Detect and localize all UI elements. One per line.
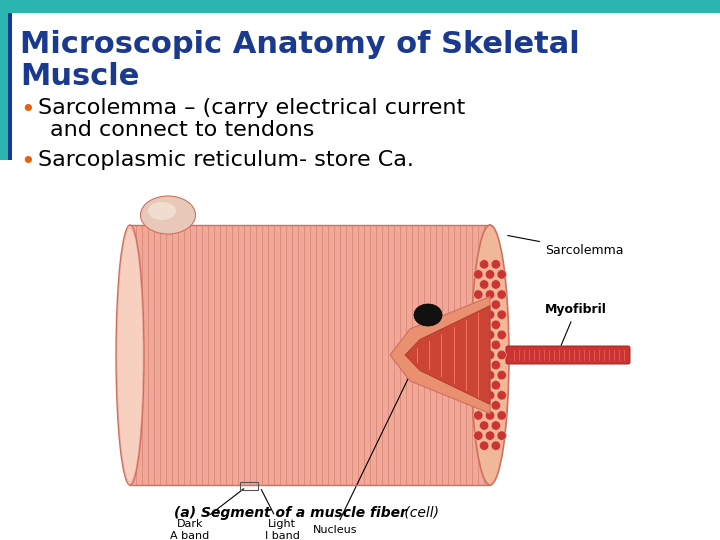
Text: Sarcolemma – (carry electrical current: Sarcolemma – (carry electrical current [38, 98, 465, 118]
Circle shape [485, 330, 495, 340]
Bar [0, 0, 8, 160]
Polygon shape [390, 296, 490, 414]
Text: Microscopic Anatomy of Skeletal: Microscopic Anatomy of Skeletal [20, 30, 580, 59]
Text: •: • [20, 98, 35, 122]
Text: Sarcolemma: Sarcolemma [508, 235, 624, 256]
Ellipse shape [116, 225, 144, 485]
Text: •: • [20, 150, 35, 174]
Circle shape [491, 300, 500, 309]
Circle shape [497, 350, 506, 360]
Circle shape [474, 370, 483, 380]
Bar [0, 0, 720, 13]
Ellipse shape [148, 202, 176, 220]
Circle shape [474, 431, 483, 440]
Bar [8, 13, 12, 160]
Circle shape [485, 370, 495, 380]
Circle shape [485, 431, 495, 440]
Circle shape [480, 441, 489, 450]
Text: Sarcoplasmic reticulum- store Ca.: Sarcoplasmic reticulum- store Ca. [38, 150, 414, 170]
Circle shape [474, 350, 483, 360]
Circle shape [485, 290, 495, 299]
Bar [130, 225, 490, 485]
Circle shape [474, 330, 483, 340]
Circle shape [474, 269, 483, 279]
Text: Nucleus: Nucleus [312, 326, 433, 535]
Text: (a) Segment of a muscle fiber: (a) Segment of a muscle fiber [174, 506, 406, 520]
Circle shape [474, 411, 483, 420]
Circle shape [480, 280, 489, 289]
Circle shape [480, 320, 489, 329]
Circle shape [497, 290, 506, 299]
Circle shape [480, 381, 489, 390]
Circle shape [497, 269, 506, 279]
FancyBboxPatch shape [506, 346, 630, 364]
Text: Light
I band: Light I band [261, 489, 300, 540]
Circle shape [485, 310, 495, 319]
Ellipse shape [140, 196, 196, 234]
Circle shape [497, 411, 506, 420]
Circle shape [480, 340, 489, 349]
Circle shape [480, 260, 489, 269]
Circle shape [491, 340, 500, 349]
Circle shape [497, 310, 506, 319]
Circle shape [491, 441, 500, 450]
Text: Muscle: Muscle [20, 62, 140, 91]
Text: Dark
A band: Dark A band [171, 489, 244, 540]
Circle shape [497, 390, 506, 400]
Circle shape [497, 330, 506, 340]
Circle shape [497, 370, 506, 380]
Circle shape [491, 320, 500, 329]
Circle shape [480, 300, 489, 309]
Ellipse shape [414, 304, 442, 326]
Text: Myofibril: Myofibril [545, 303, 607, 346]
Circle shape [497, 431, 506, 440]
Circle shape [480, 401, 489, 410]
Polygon shape [405, 306, 490, 404]
Circle shape [491, 421, 500, 430]
Circle shape [485, 269, 495, 279]
Text: (cell): (cell) [400, 506, 439, 520]
Circle shape [474, 310, 483, 319]
Circle shape [491, 280, 500, 289]
Circle shape [485, 390, 495, 400]
Circle shape [474, 290, 483, 299]
Bar [240, 482, 258, 490]
Ellipse shape [471, 225, 509, 485]
Circle shape [485, 350, 495, 360]
Circle shape [480, 421, 489, 430]
Circle shape [480, 360, 489, 370]
Circle shape [485, 411, 495, 420]
Circle shape [491, 381, 500, 390]
Circle shape [491, 260, 500, 269]
Circle shape [491, 360, 500, 370]
Text: and connect to tendons: and connect to tendons [50, 120, 315, 140]
Circle shape [474, 390, 483, 400]
Circle shape [491, 401, 500, 410]
